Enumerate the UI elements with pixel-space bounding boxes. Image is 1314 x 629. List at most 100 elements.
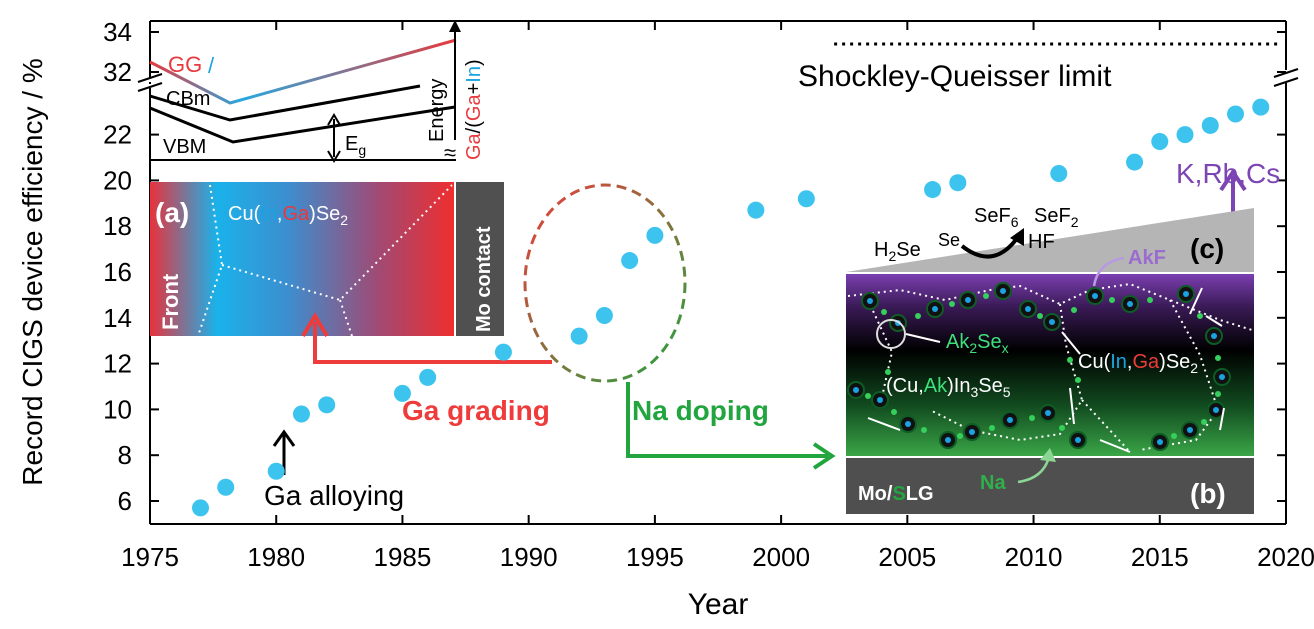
se-label: Se bbox=[938, 230, 960, 250]
inset-a: GG / CBm VBM Eg Energy ≈ Ga/(Ga+In) (a) … bbox=[149, 20, 504, 337]
grain-dot-green bbox=[1071, 307, 1077, 313]
data-point bbox=[494, 343, 512, 361]
grain-dot-green bbox=[957, 433, 963, 439]
grain-dot-green bbox=[1037, 313, 1043, 319]
grain-dot-green bbox=[891, 409, 897, 415]
na-doping-arrow bbox=[626, 382, 828, 458]
y-axis-label: Record CIGS device efficiency / % bbox=[17, 58, 48, 485]
grain-dot-core bbox=[1187, 427, 1193, 433]
grain-dot-core bbox=[1075, 437, 1081, 443]
grain-dot-green bbox=[1215, 391, 1221, 397]
data-point bbox=[292, 405, 310, 423]
grain-dot-green bbox=[1201, 419, 1207, 425]
energy-label: Energy bbox=[426, 79, 448, 142]
grain-dot-green bbox=[921, 427, 927, 433]
grain-boundary-dots bbox=[847, 282, 1231, 451]
data-point bbox=[646, 226, 664, 244]
y-tick-label: 6 bbox=[118, 486, 132, 516]
y-tick-label: 12 bbox=[103, 349, 132, 379]
x-tick-label: 2005 bbox=[878, 542, 936, 572]
data-point bbox=[1050, 165, 1068, 183]
alkali-label: K,Rb,Cs bbox=[1176, 158, 1280, 189]
gas-wedge bbox=[846, 208, 1254, 272]
data-point bbox=[797, 190, 815, 208]
ga-alloying-label: Ga alloying bbox=[264, 480, 404, 511]
grain-dot-green bbox=[1215, 355, 1221, 361]
cbm-line bbox=[149, 84, 421, 122]
data-point bbox=[570, 327, 588, 345]
grain-dot-green bbox=[915, 313, 921, 319]
data-point bbox=[1151, 132, 1169, 150]
front-label: Front bbox=[158, 273, 183, 330]
data-point bbox=[393, 384, 411, 402]
inset-bc: (b) (c) Mo/SLG Na H2Se Se SeF6 SeF2 HF A… bbox=[846, 205, 1254, 514]
y-tick-label: 32 bbox=[103, 57, 132, 87]
x-tick-label: 1990 bbox=[500, 542, 558, 572]
data-point bbox=[949, 174, 967, 192]
h2se-label: H2Se bbox=[874, 239, 921, 264]
y-tick-label: 20 bbox=[103, 165, 132, 195]
grain-dot-core bbox=[1127, 301, 1133, 307]
grain-dot-core bbox=[969, 429, 975, 435]
highlight-oval bbox=[523, 183, 687, 383]
eg-label: Eg bbox=[345, 133, 366, 158]
gg-label: GG bbox=[168, 52, 202, 77]
data-point bbox=[747, 201, 765, 219]
grain-dot-green bbox=[989, 425, 995, 431]
grain-dot-core bbox=[1213, 407, 1219, 413]
label-c: (c) bbox=[1190, 233, 1224, 264]
x-ticks: 1975 1980 1985 1990 1995 2000 2005 2010 2015 2020 bbox=[121, 21, 1314, 572]
label-a: (a) bbox=[155, 197, 189, 228]
data-point bbox=[191, 499, 209, 517]
sef6-label: SeF6 bbox=[974, 205, 1019, 230]
x-tick-label: 1985 bbox=[374, 542, 432, 572]
grain-dot-core bbox=[877, 397, 883, 403]
x-tick-label: 2000 bbox=[752, 542, 810, 572]
cbm-label: CBm bbox=[166, 88, 210, 110]
grain-dot-green bbox=[1059, 425, 1065, 431]
grain-dot-core bbox=[1183, 291, 1189, 297]
x-axis-label: Year bbox=[688, 588, 749, 621]
mo-slg-layer bbox=[846, 458, 1254, 514]
grain-dot-core bbox=[905, 421, 911, 427]
grain-dot-core bbox=[945, 437, 951, 443]
data-point bbox=[318, 396, 336, 414]
ak2sex-label: Ak2Sex bbox=[946, 331, 1009, 356]
x-tick-label: 1975 bbox=[121, 542, 179, 572]
data-points bbox=[191, 98, 1270, 517]
grain-dot-green bbox=[1197, 313, 1203, 319]
cigs-layer bbox=[150, 182, 454, 336]
grain-dot-core bbox=[1045, 410, 1051, 416]
na-doping-label: Na doping bbox=[632, 395, 769, 426]
vbm-label: VBM bbox=[163, 136, 206, 158]
inset-break-mark: ≈ bbox=[444, 140, 456, 165]
data-point bbox=[1126, 153, 1144, 171]
grain-dot-core bbox=[1049, 319, 1055, 325]
data-point bbox=[1252, 98, 1270, 116]
data-point bbox=[1176, 126, 1194, 144]
gg-band-line bbox=[149, 38, 457, 105]
data-point bbox=[419, 368, 437, 386]
y-tick-label: 8 bbox=[118, 440, 132, 470]
data-point bbox=[267, 462, 285, 480]
ga-ratio-label: Ga/(Ga+In) bbox=[463, 59, 485, 160]
y-tick-label: 16 bbox=[103, 257, 132, 287]
data-point bbox=[595, 307, 613, 325]
shockley-queisser-label: Shockley-Queisser limit bbox=[798, 60, 1112, 93]
y-tick-label: 22 bbox=[103, 120, 132, 150]
grain-dot-core bbox=[932, 306, 938, 312]
data-point bbox=[1201, 116, 1219, 134]
data-point bbox=[1227, 105, 1245, 123]
akf-label: AkF bbox=[1128, 247, 1166, 269]
x-tick-label: 2020 bbox=[1257, 542, 1314, 572]
y-tick-label: 10 bbox=[103, 394, 132, 424]
x-tick-label: 1980 bbox=[247, 542, 305, 572]
grain-dot-core bbox=[1092, 293, 1098, 299]
grain-dot-core bbox=[1025, 306, 1031, 312]
x-tick-label: 1995 bbox=[626, 542, 684, 572]
ga-grading-label: Ga grading bbox=[402, 395, 550, 426]
grain-dot-green bbox=[881, 309, 887, 315]
grain-dot-green bbox=[865, 393, 871, 399]
